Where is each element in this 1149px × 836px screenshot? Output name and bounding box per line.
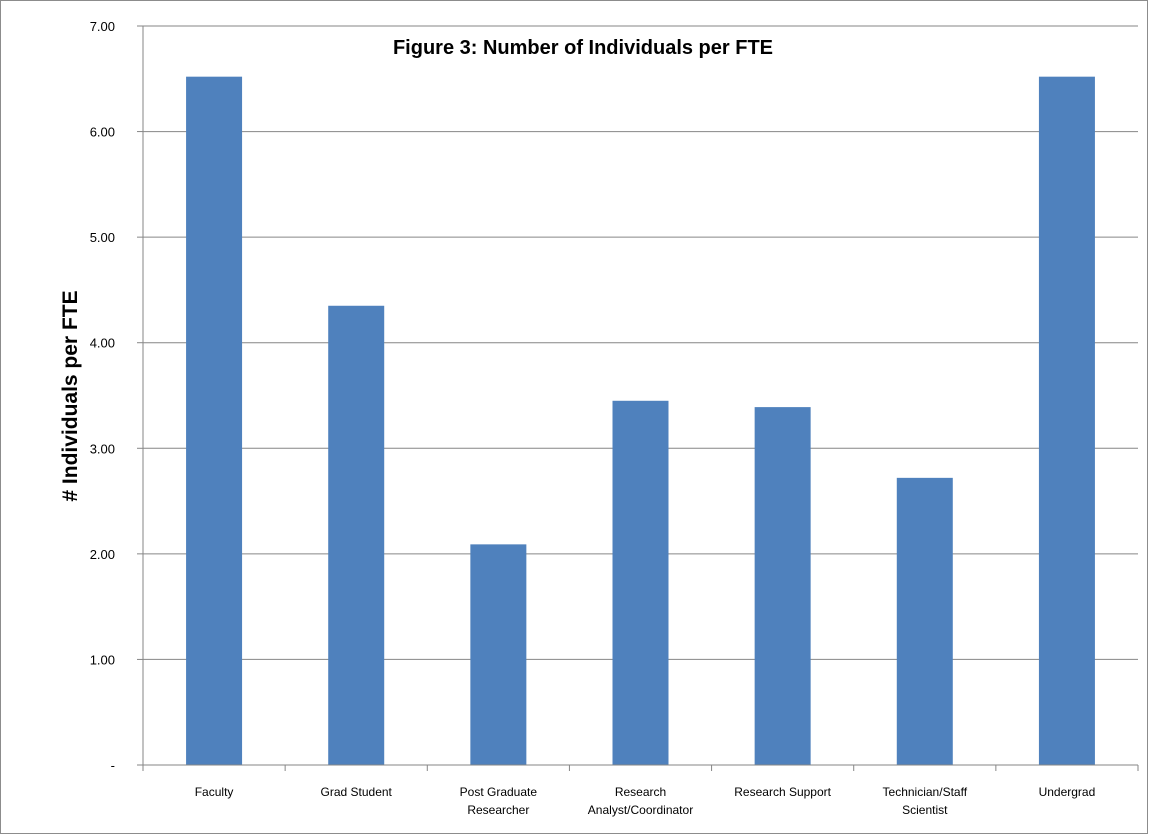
bar [896, 477, 953, 765]
y-tick-label: 2.00 [90, 547, 115, 562]
bars [186, 76, 1095, 765]
bar [328, 305, 385, 765]
y-tick-label: 6.00 [90, 125, 115, 140]
bar [754, 407, 811, 765]
x-category-labels: Faculty Grad Student Post Graduate Research… [195, 785, 1096, 817]
bar [1038, 76, 1095, 765]
y-tick-label: 7.00 [90, 19, 115, 34]
x-category-label: Undergrad [1039, 785, 1096, 799]
x-category-label: Analyst/Coordinator [588, 803, 693, 817]
y-axis-title: # Individuals per FTE [59, 290, 82, 501]
bar [186, 76, 243, 765]
bar [612, 400, 669, 765]
x-category-label: Technician/Staff [883, 785, 968, 799]
x-category-label: Faculty [195, 785, 234, 799]
y-tick-label: - [111, 758, 115, 773]
x-category-label: Post Graduate [460, 785, 538, 799]
y-tick-label: 4.00 [90, 336, 115, 351]
x-category-label: Scientist [902, 803, 948, 817]
y-tick-label: 3.00 [90, 441, 115, 456]
y-tick-label: 5.00 [90, 230, 115, 245]
x-category-label: Research Support [734, 785, 831, 799]
x-category-label: Grad Student [321, 785, 393, 799]
y-tick-label: 1.00 [90, 652, 115, 667]
x-category-label: Research [615, 785, 666, 799]
axes [137, 25, 1139, 771]
y-tick-labels: - 1.00 2.00 3.00 4.00 5.00 6.00 7.00 [90, 19, 115, 773]
chart-title: Figure 3: Number of Individuals per FTE [393, 37, 773, 59]
bar [470, 544, 527, 765]
x-category-label: Researcher [467, 803, 529, 817]
